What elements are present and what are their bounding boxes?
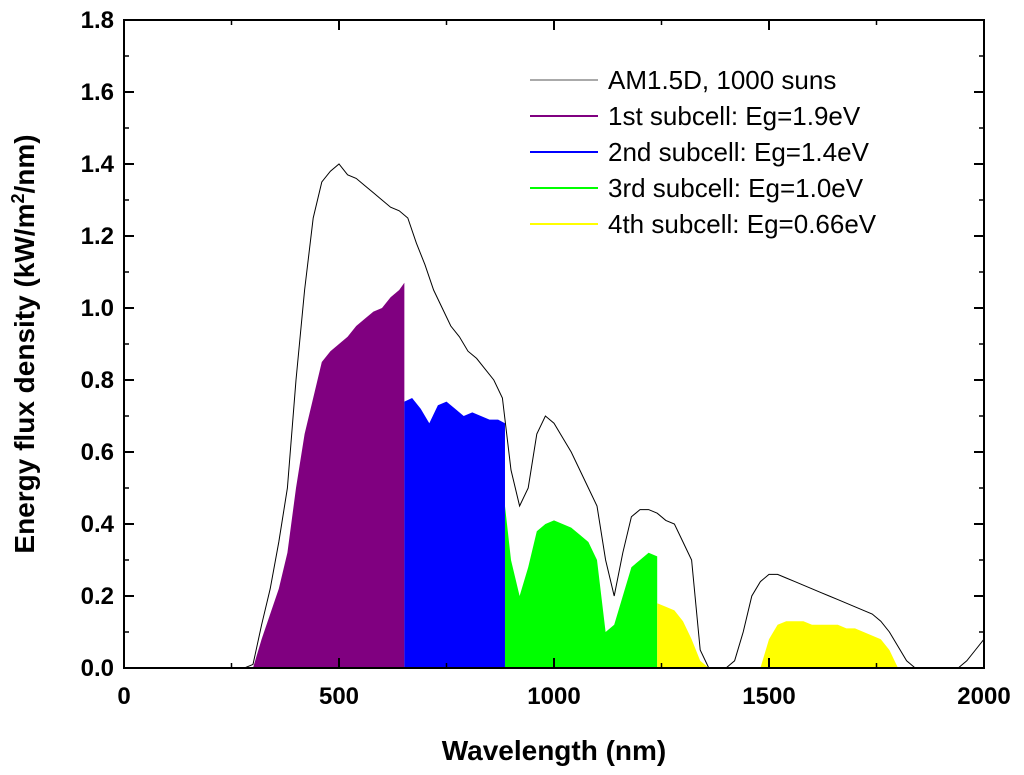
y-axis-title-main: Energy flux density (kW/m bbox=[9, 204, 40, 554]
subcell-area-2 bbox=[404, 398, 505, 668]
y-tick-label: 1.6 bbox=[81, 79, 114, 106]
y-axis-title-sup: 2 bbox=[8, 194, 28, 204]
legend-label-3: 2nd subcell: Eg=1.4eV bbox=[608, 137, 870, 167]
subcell-area-4 bbox=[657, 603, 898, 668]
x-axis: 0 500 1000 1500 2000 bbox=[117, 20, 1011, 710]
x-tick-label: 2000 bbox=[957, 683, 1010, 710]
x-tick-label: 1500 bbox=[742, 683, 795, 710]
y-tick-label: 1.2 bbox=[81, 223, 114, 250]
y-tick-label: 0.8 bbox=[81, 367, 114, 394]
y-axis-title-tail: /nm) bbox=[9, 134, 40, 193]
legend-label-1: AM1.5D, 1000 suns bbox=[608, 65, 836, 95]
legend-label-2: 1st subcell: Eg=1.9eV bbox=[608, 101, 861, 131]
y-tick-label: 0.2 bbox=[81, 583, 114, 610]
legend-label-4: 3rd subcell: Eg=1.0eV bbox=[608, 173, 864, 203]
y-tick-label: 1.4 bbox=[81, 151, 115, 178]
subcell-area-1 bbox=[253, 282, 405, 668]
y-tick-label: 0.6 bbox=[81, 439, 114, 466]
y-axis-title: Energy flux density (kW/m2/nm) bbox=[8, 134, 40, 553]
spectrum-line bbox=[124, 163, 985, 669]
y-tick-label: 0.0 bbox=[81, 655, 114, 682]
subcell-areas bbox=[253, 282, 898, 668]
y-tick-label: 0.4 bbox=[81, 511, 115, 538]
legend-label-5: 4th subcell: Eg=0.66eV bbox=[608, 209, 877, 239]
x-axis-title: Wavelength (nm) bbox=[442, 735, 667, 766]
plot-area bbox=[123, 19, 985, 669]
x-tick-label: 0 bbox=[117, 683, 130, 710]
y-tick-label: 1.0 bbox=[81, 295, 114, 322]
y-axis: 0.0 0.2 0.4 0.6 0.8 1.0 1.2 1.4 1.6 1.8 bbox=[81, 7, 984, 682]
legend: AM1.5D, 1000 suns 1st subcell: Eg=1.9eV 2n… bbox=[530, 65, 877, 239]
y-tick-label: 1.8 bbox=[81, 7, 114, 34]
x-tick-label: 500 bbox=[319, 683, 359, 710]
x-tick-label: 1000 bbox=[527, 683, 580, 710]
subcell-area-3 bbox=[504, 506, 658, 668]
